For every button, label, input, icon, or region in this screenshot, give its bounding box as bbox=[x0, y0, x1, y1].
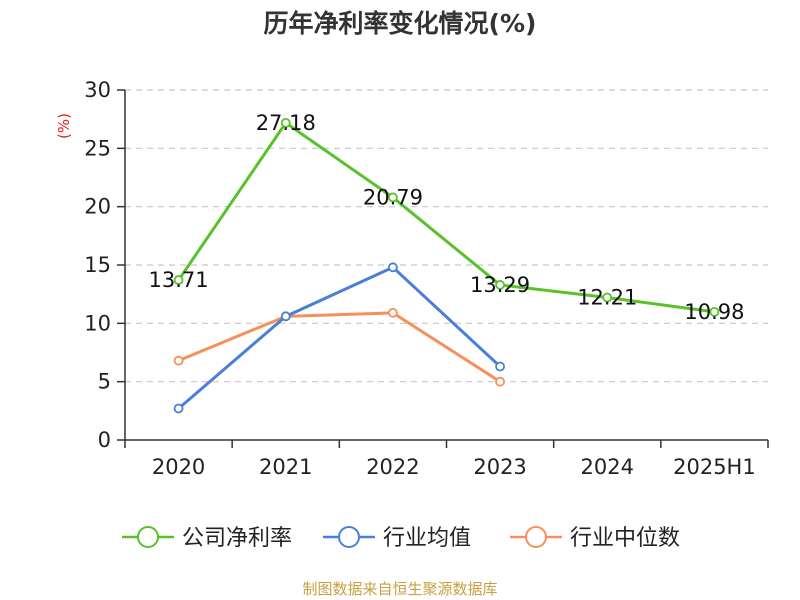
data-point bbox=[280, 311, 291, 322]
data-point bbox=[173, 275, 184, 285]
x-tick-label: 2022 bbox=[366, 455, 419, 479]
y-tick-label: 5 bbox=[98, 370, 111, 394]
series-line bbox=[177, 265, 502, 410]
legend-item: 公司净利率 bbox=[122, 526, 292, 551]
data-labels: 13.71 27.18 20.79 13.29 12.21 10.98 bbox=[149, 111, 745, 324]
legend-marker bbox=[137, 526, 159, 548]
data-point bbox=[173, 355, 184, 366]
chart-title: 历年净利率变化情况(%) bbox=[263, 9, 537, 38]
x-tick-label: 2023 bbox=[473, 455, 526, 479]
data-point bbox=[388, 192, 398, 203]
series-group bbox=[173, 118, 720, 414]
data-point bbox=[495, 376, 505, 387]
data-label: 27.18 bbox=[256, 111, 316, 135]
data-point bbox=[495, 280, 505, 290]
legend-item: 行业中位数 bbox=[510, 526, 680, 551]
series-2 bbox=[173, 307, 505, 387]
y-tick-label: 15 bbox=[84, 253, 111, 277]
y-tick-label: 10 bbox=[84, 311, 111, 335]
y-tick-label: 25 bbox=[84, 136, 111, 160]
y-tick-label: 30 bbox=[84, 78, 111, 102]
series-line bbox=[177, 121, 715, 314]
y-axis-unit-label: (%) bbox=[55, 113, 73, 139]
legend: 公司净利率 行业均值 行业中位数 bbox=[122, 526, 680, 551]
legend-label: 公司净利率 bbox=[182, 526, 292, 551]
legend-marker bbox=[338, 526, 360, 548]
x-tick-label: 2024 bbox=[581, 455, 634, 479]
data-label: 20.79 bbox=[363, 185, 423, 209]
data-point bbox=[388, 307, 398, 318]
data-point bbox=[495, 361, 505, 372]
legend-item: 行业均值 bbox=[323, 526, 471, 551]
data-point bbox=[173, 403, 184, 414]
data-label: 13.29 bbox=[470, 273, 530, 297]
axes: 0 5 10 15 20 25 30 2020 2021 2022 2023 2024 2025H1 bbox=[84, 78, 769, 479]
y-tick-label: 0 bbox=[98, 428, 111, 452]
data-point bbox=[280, 118, 291, 128]
data-label: 10.98 bbox=[684, 300, 744, 324]
data-point bbox=[388, 262, 398, 273]
legend-label: 行业均值 bbox=[383, 526, 471, 551]
data-point bbox=[602, 292, 613, 303]
legend-marker bbox=[525, 526, 547, 548]
legend-label: 行业中位数 bbox=[570, 526, 680, 551]
data-point bbox=[709, 306, 720, 317]
data-label: 12.21 bbox=[577, 286, 637, 310]
x-tick-label: 2021 bbox=[259, 455, 312, 479]
grid-lines bbox=[125, 89, 768, 383]
x-tick-label: 2025H1 bbox=[673, 455, 756, 479]
series-1 bbox=[173, 262, 505, 414]
y-tick-label: 20 bbox=[84, 195, 111, 219]
source-note: 制图数据来自恒生聚源数据库 bbox=[302, 580, 498, 598]
data-label: 13.71 bbox=[149, 268, 209, 292]
series-line bbox=[178, 311, 501, 383]
series-0 bbox=[173, 118, 720, 317]
x-tick-label: 2020 bbox=[152, 455, 205, 479]
